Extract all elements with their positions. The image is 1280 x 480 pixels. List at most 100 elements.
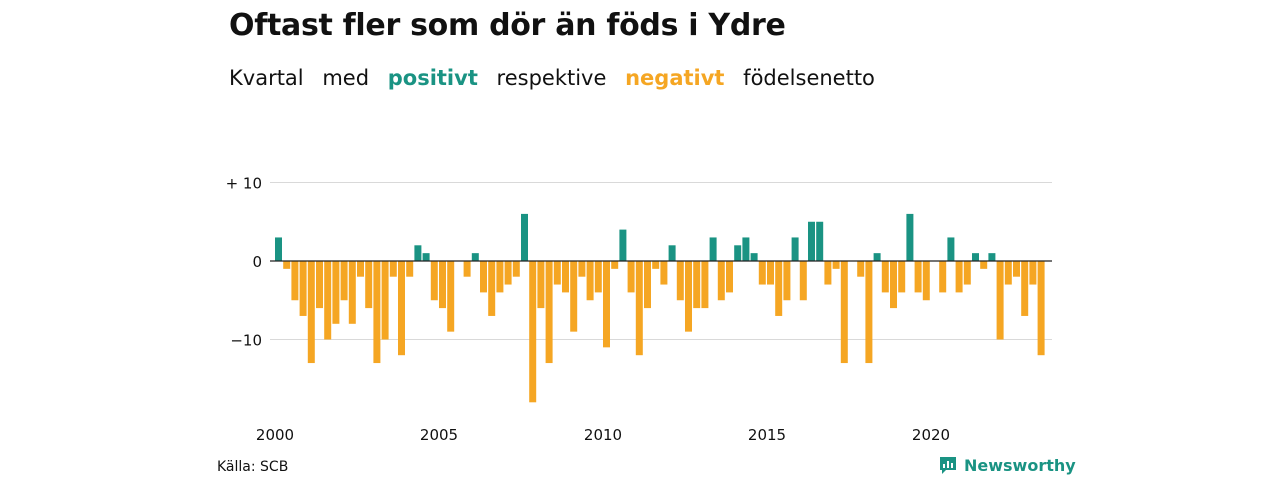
bar	[414, 245, 422, 261]
bar	[586, 261, 594, 301]
bar	[660, 261, 668, 285]
bar	[947, 237, 955, 261]
bar	[873, 253, 881, 261]
bar	[742, 237, 750, 261]
bar	[824, 261, 832, 285]
subtitle-negative: negativt	[625, 66, 725, 90]
x-tick-label: 2010	[584, 426, 622, 444]
bar	[709, 237, 717, 261]
bar	[775, 261, 783, 316]
bar	[1021, 261, 1029, 316]
bar	[619, 229, 627, 261]
bar	[480, 261, 487, 293]
newsworthy-logo-text: Newsworthy	[964, 455, 1076, 475]
bar	[324, 261, 332, 340]
bar	[496, 261, 504, 293]
bar	[1004, 261, 1012, 285]
bar	[890, 261, 897, 309]
bar	[898, 261, 906, 293]
bar	[717, 261, 725, 301]
bar	[980, 261, 988, 269]
bar	[726, 261, 733, 293]
bar	[972, 253, 979, 261]
bar	[553, 261, 561, 285]
bar	[357, 261, 364, 277]
bar	[685, 261, 692, 332]
bar	[611, 261, 619, 269]
bar	[996, 261, 1004, 340]
bar	[603, 261, 610, 348]
bar	[529, 261, 537, 403]
bar	[783, 261, 791, 301]
bar	[570, 261, 578, 332]
subtitle-word: med	[322, 66, 370, 90]
bar	[652, 261, 660, 269]
source-note: Källa: SCB	[217, 459, 289, 475]
bar	[988, 253, 996, 261]
bar	[734, 245, 742, 261]
bar	[922, 261, 930, 301]
bar	[693, 261, 701, 309]
bar	[348, 261, 356, 324]
bar	[644, 261, 651, 309]
bar	[758, 261, 766, 285]
bar	[1013, 261, 1020, 277]
bar	[939, 261, 947, 293]
bar	[381, 261, 389, 340]
chart-title: Oftast fler som dör än föds i Ydre	[229, 8, 786, 43]
bar	[865, 261, 873, 364]
bar	[398, 261, 405, 356]
bar	[963, 261, 971, 285]
subtitle-word: respektive	[496, 66, 607, 90]
bar	[627, 261, 635, 293]
bar	[488, 261, 496, 316]
newsworthy-logo-icon	[940, 457, 956, 474]
bar	[1037, 261, 1045, 356]
bar	[767, 261, 774, 285]
bar	[275, 237, 282, 261]
bar	[463, 261, 471, 277]
bar	[307, 261, 315, 364]
bar	[447, 261, 455, 332]
bar	[406, 261, 414, 277]
bar	[545, 261, 553, 364]
chart-subtitle: Kvartal med positivt respektive negativt…	[229, 66, 887, 90]
bar	[332, 261, 340, 324]
bar	[521, 213, 528, 261]
x-tick-label: 2015	[748, 426, 786, 444]
bar	[299, 261, 307, 316]
bar	[668, 245, 676, 261]
y-tick-label: 0	[252, 253, 262, 271]
newsworthy-logo: Newsworthy	[938, 455, 1076, 475]
bar	[389, 261, 397, 277]
bar	[808, 221, 815, 261]
bar	[906, 213, 914, 261]
bar	[365, 261, 373, 309]
bar	[635, 261, 643, 356]
bar	[422, 253, 430, 261]
bar	[816, 221, 824, 261]
y-tick-label: −10	[230, 332, 262, 350]
bar	[439, 261, 446, 309]
bar	[914, 261, 922, 293]
x-tick-label: 2020	[912, 426, 950, 444]
bar	[857, 261, 865, 277]
bar	[562, 261, 569, 293]
bar	[283, 261, 291, 269]
bar	[840, 261, 848, 364]
bar	[955, 261, 963, 293]
bar	[676, 261, 684, 301]
y-tick-label: + 10	[226, 175, 262, 193]
bar	[832, 261, 840, 269]
bar	[373, 261, 381, 364]
x-tick-label: 2000	[256, 426, 294, 444]
bar	[881, 261, 889, 293]
bar	[578, 261, 586, 277]
subtitle-positive: positivt	[387, 66, 478, 90]
bar	[1029, 261, 1037, 285]
bar	[316, 261, 323, 309]
bar	[512, 261, 520, 277]
bar	[504, 261, 512, 285]
bar	[537, 261, 545, 309]
